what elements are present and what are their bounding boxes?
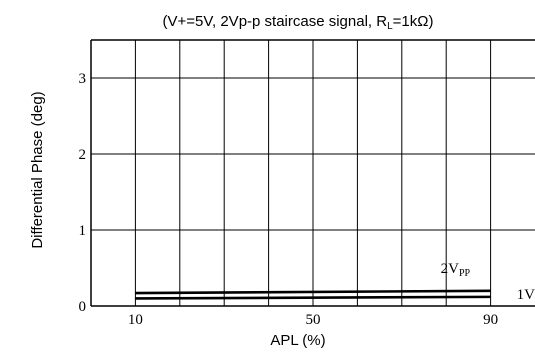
plot-frame <box>90 39 535 307</box>
chart-title: (V+=5V, 2Vp-p staircase signal, RL=1kΩ) <box>163 13 434 32</box>
x-tick-label: 90 <box>483 312 498 328</box>
y-tick-label: 3 <box>79 71 87 87</box>
y-axis-label: Differential Phase (deg) <box>29 91 46 248</box>
y-tick-label: 1 <box>79 223 87 239</box>
grid-lines <box>91 40 535 306</box>
y-tick-label: 0 <box>79 299 87 315</box>
series-labels: 2VPP 1VPP <box>441 261 535 305</box>
y-tick-label: 2 <box>79 147 87 163</box>
series-lines <box>135 289 491 300</box>
series-label-2v: 2VPP <box>441 261 471 279</box>
x-tick-label: 10 <box>128 312 143 328</box>
tick-labels: 0 1 2 3 10 50 90 <box>79 71 499 328</box>
series-line-1v <box>135 295 491 300</box>
x-axis-label: APL (%) <box>270 332 325 349</box>
series-label-1v: 1VPP <box>517 287 535 305</box>
series-line-2v <box>135 289 491 295</box>
x-tick-label: 50 <box>306 312 321 328</box>
